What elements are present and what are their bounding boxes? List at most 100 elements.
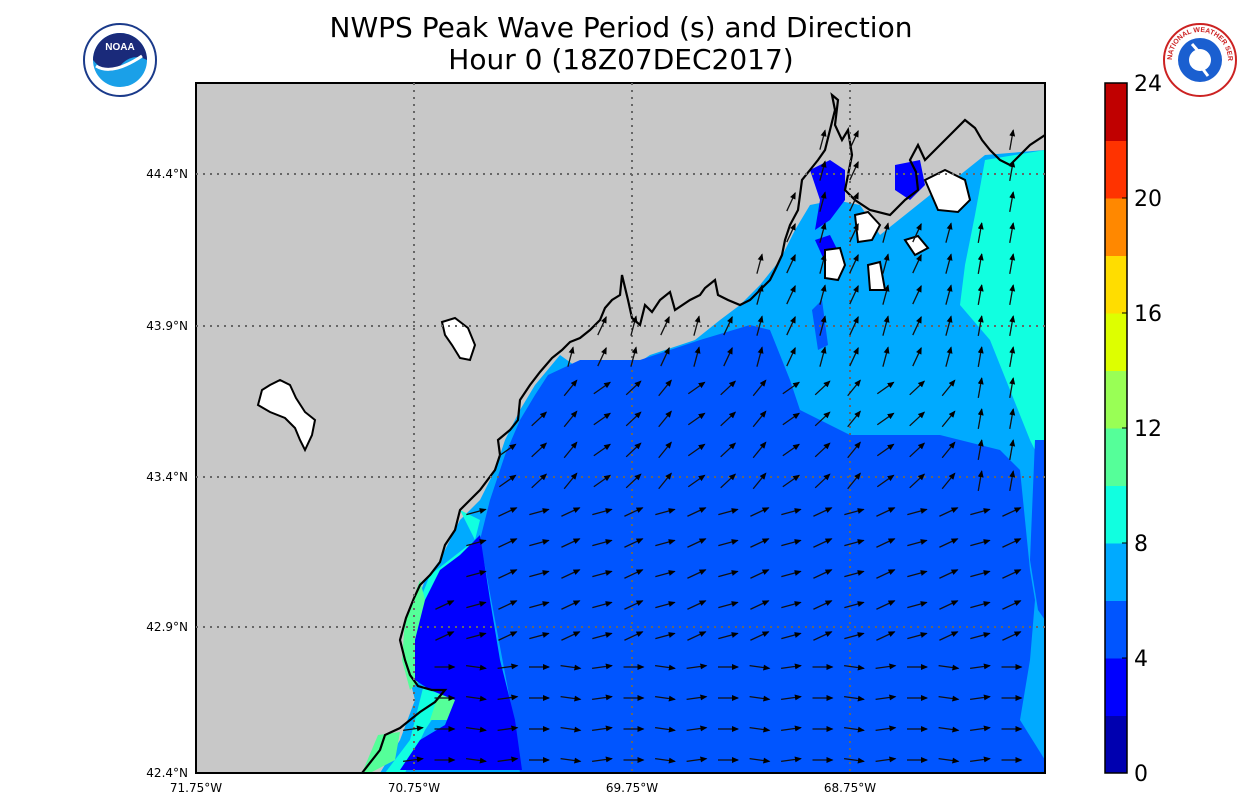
lake-white-a — [256, 378, 317, 453]
direction-arrow — [529, 508, 550, 516]
lat-tick-label: 43.4°N — [146, 470, 188, 484]
direction-arrow — [819, 346, 827, 367]
direction-arrow — [882, 222, 890, 243]
direction-arrow — [624, 631, 644, 641]
noaa-logo: NOAA — [83, 23, 157, 97]
direction-arrow — [756, 253, 764, 274]
direction-arrow — [819, 191, 827, 212]
graticule — [196, 83, 1045, 773]
direction-arrow — [941, 379, 956, 397]
direction-arrow — [687, 381, 706, 395]
direction-arrow — [686, 725, 708, 732]
direction-arrow — [819, 315, 827, 336]
direction-arrow — [686, 694, 708, 701]
direction-arrow — [813, 507, 833, 517]
direction-arrow — [970, 570, 991, 578]
direction-arrow — [592, 756, 613, 763]
direction-arrow — [687, 569, 707, 579]
direction-arrow — [655, 632, 676, 640]
direction-arrow — [909, 380, 926, 396]
direction-arrow — [720, 473, 737, 489]
direction-arrow — [466, 570, 487, 578]
direction-arrow — [592, 570, 613, 578]
direction-arrow — [466, 664, 487, 671]
direction-arrow — [466, 539, 487, 547]
direction-arrow — [844, 664, 865, 671]
direction-arrow — [938, 664, 960, 671]
direction-arrow — [912, 347, 922, 367]
direction-arrow — [687, 443, 706, 457]
island-white-a — [824, 246, 847, 282]
direction-arrow — [786, 254, 796, 274]
direction-arrow — [561, 631, 581, 641]
direction-arrow — [844, 508, 865, 516]
colorbar-tick-label: 24 — [1134, 72, 1162, 97]
direction-arrow — [529, 632, 550, 640]
direction-arrow — [498, 474, 517, 488]
direction-arrow — [750, 600, 770, 610]
direction-arrow — [907, 570, 928, 578]
direction-arrow — [813, 538, 833, 548]
direction-arrow — [718, 601, 739, 609]
direction-arrow — [941, 441, 956, 459]
direction-arrow — [498, 507, 518, 517]
direction-arrow — [1002, 538, 1022, 548]
direction-arrow — [693, 346, 701, 367]
direction-arrow — [1009, 222, 1016, 243]
direction-arrow — [876, 507, 896, 517]
direction-arrow — [970, 601, 991, 609]
direction-arrow — [630, 346, 638, 367]
direction-arrow — [876, 569, 896, 579]
direction-arrow — [655, 539, 676, 547]
direction-arrow — [912, 285, 922, 305]
direction-arrow — [655, 757, 676, 764]
colorbar: 0 4 8 12 16 20 24 — [1104, 72, 1162, 787]
direction-arrow — [686, 756, 708, 763]
direction-arrow — [814, 473, 831, 489]
direction-arrow — [560, 726, 582, 733]
direction-arrow — [786, 347, 796, 367]
direction-arrow — [723, 316, 733, 336]
direction-arrow — [687, 412, 706, 426]
colorbar-segment — [1105, 140, 1127, 199]
direction-arrow — [813, 631, 833, 641]
direction-arrow — [756, 315, 764, 336]
island-white-e — [903, 234, 930, 257]
direction-arrow — [531, 411, 548, 427]
region-period-4-6-right — [1030, 440, 1045, 620]
direction-arrow — [814, 380, 831, 396]
direction-arrow — [819, 284, 827, 305]
direction-arrow — [658, 441, 672, 459]
lat-tick-label: 43.9°N — [146, 319, 188, 333]
direction-arrow — [658, 472, 672, 490]
direction-arrow — [718, 632, 739, 640]
direction-arrow — [1002, 507, 1022, 517]
direction-arrow — [686, 663, 708, 670]
colorbar-segment — [1105, 370, 1127, 429]
colorbar-segment — [1105, 313, 1127, 371]
direction-arrow — [749, 695, 771, 702]
direction-arrow — [592, 508, 613, 516]
lon-tick-label: 69.75°W — [606, 781, 658, 795]
direction-arrow — [876, 631, 896, 641]
direction-arrow — [849, 223, 859, 243]
lake-white-b — [440, 316, 477, 362]
colorbar-tick-label: 0 — [1134, 762, 1148, 787]
colorbar-segment — [1105, 600, 1127, 659]
direction-arrow — [907, 508, 928, 516]
lat-tick-label: 42.9°N — [146, 620, 188, 634]
colorbar-segment — [1105, 543, 1127, 601]
direction-arrow — [939, 507, 959, 517]
direction-arrow — [658, 379, 672, 397]
direction-arrow — [945, 284, 953, 305]
island-white-d — [923, 168, 972, 214]
direction-arrow — [782, 443, 801, 457]
direction-arrow — [561, 600, 581, 610]
direction-arrow — [720, 380, 737, 396]
direction-arrow — [466, 508, 487, 516]
direction-arrow — [907, 539, 928, 547]
colorbar-tick-label: 16 — [1134, 302, 1162, 327]
direction-arrow — [723, 347, 733, 367]
direction-arrow — [497, 694, 519, 701]
direction-arrow — [876, 538, 896, 548]
